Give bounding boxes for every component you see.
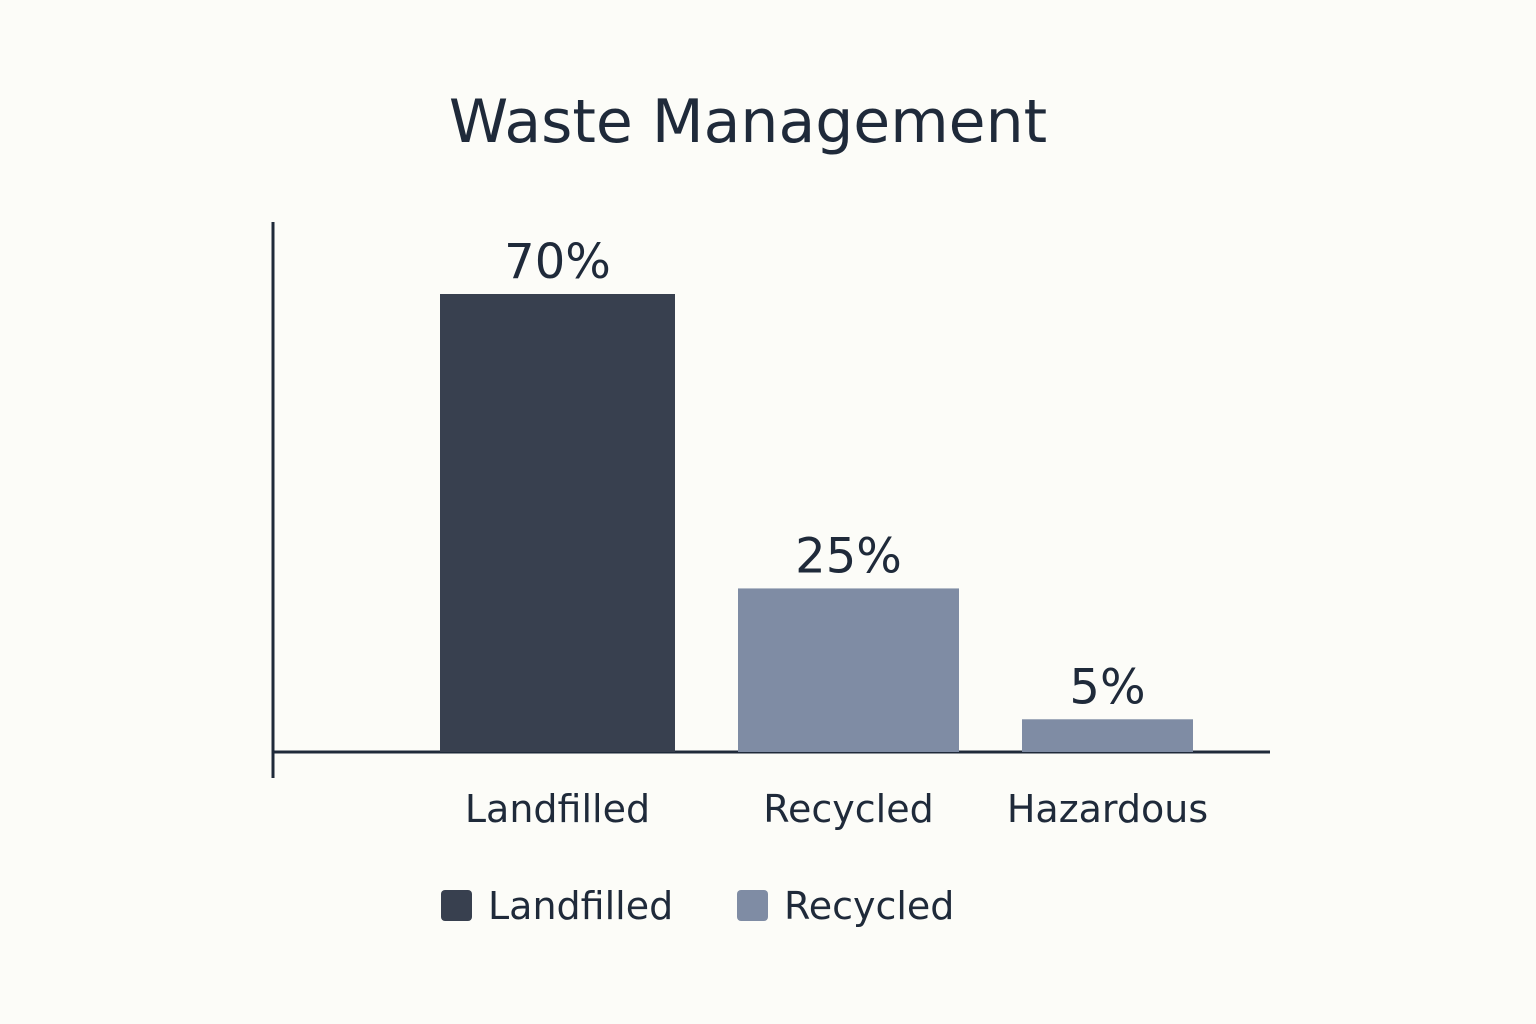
- value-label-hazardous: 5%: [1069, 659, 1145, 715]
- bar-landfilled: [440, 294, 675, 752]
- category-label-recycled: Recycled: [763, 787, 933, 831]
- legend-label-landfilled: Landfilled: [488, 884, 673, 928]
- value-label-recycled: 25%: [795, 528, 902, 584]
- bars-group: [440, 294, 1193, 752]
- category-label-landfilled: Landfilled: [465, 787, 650, 831]
- category-labels-group: Landfilled Recycled Hazardous: [465, 787, 1208, 831]
- legend-swatch-recycled: [737, 890, 768, 921]
- value-label-landfilled: 70%: [504, 234, 611, 290]
- bar-recycled: [738, 588, 959, 752]
- legend: Landfilled Recycled: [441, 884, 954, 928]
- category-label-hazardous: Hazardous: [1007, 787, 1208, 831]
- legend-swatch-landfilled: [441, 890, 472, 921]
- value-labels-group: 70% 25% 5%: [504, 234, 1145, 715]
- chart-title: Waste Management: [449, 87, 1047, 157]
- legend-label-recycled: Recycled: [784, 884, 954, 928]
- bar-hazardous: [1022, 719, 1193, 752]
